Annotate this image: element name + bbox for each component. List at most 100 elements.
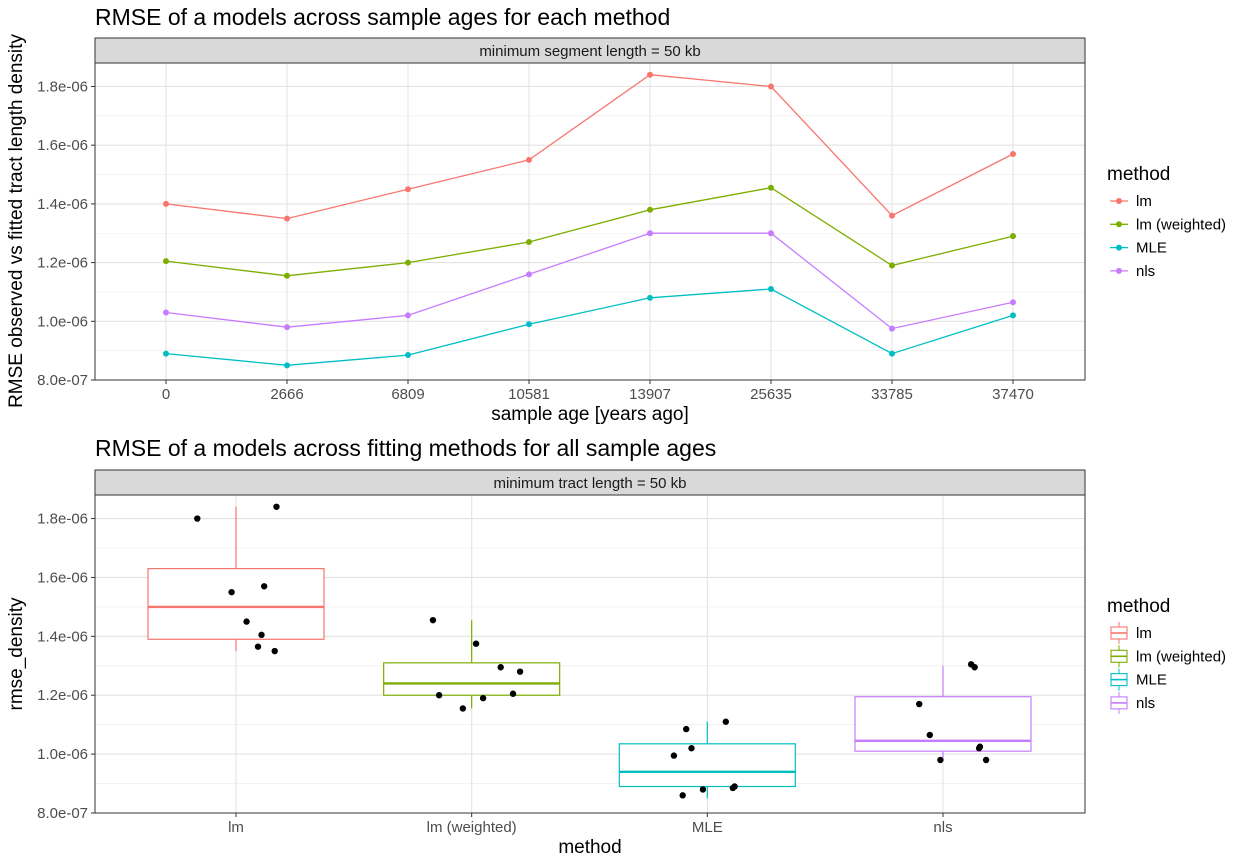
y-tick-label: 8.0e-07 bbox=[37, 805, 88, 822]
box-body bbox=[618, 743, 796, 788]
box-chart-boxes bbox=[147, 506, 1032, 799]
jitter-point bbox=[273, 503, 280, 510]
box-chart-legend-title: method bbox=[1107, 596, 1170, 617]
box-body bbox=[383, 662, 561, 696]
series-point bbox=[768, 230, 774, 237]
y-tick-label: 1.8e-06 bbox=[37, 78, 88, 95]
jitter-point bbox=[254, 643, 262, 650]
box-chart-panel-border bbox=[94, 494, 1086, 814]
series-point bbox=[1010, 312, 1016, 319]
jitter-point bbox=[194, 515, 201, 522]
y-tick-label: 1.2e-06 bbox=[37, 255, 88, 272]
legend-label: nls bbox=[1136, 263, 1155, 280]
series-point bbox=[405, 352, 411, 359]
line-chart-facet-strip bbox=[94, 37, 1086, 64]
box-chart-y-ticks: 8.0e-07 1.0e-06 1.2e-06 1.4e-06 1.6e-06 1.8e-… bbox=[37, 511, 95, 822]
line-chart-title: RMSE of a models across sample ages for … bbox=[95, 4, 670, 30]
box-chart-plot-area bbox=[95, 495, 1085, 813]
line-chart-plot-area bbox=[95, 63, 1085, 380]
line-chart-x-ticks: 0 2666 6809 10581 13907 25635 33785 37470 bbox=[162, 380, 1034, 403]
jitter-point bbox=[479, 694, 487, 702]
jitter-point bbox=[699, 786, 707, 793]
legend-label: lm bbox=[1136, 625, 1152, 642]
jitter-point bbox=[228, 588, 235, 596]
box-chart-panel: RMSE of a models across fitting methods … bbox=[6, 435, 1226, 858]
legend-key-point bbox=[1116, 244, 1122, 251]
jitter-point bbox=[271, 647, 278, 655]
box-chart-points bbox=[194, 503, 990, 799]
x-tick-label: 10581 bbox=[508, 386, 550, 403]
series-point bbox=[526, 239, 532, 246]
series-point bbox=[284, 324, 290, 331]
series-point bbox=[1010, 150, 1016, 157]
box-chart-title: RMSE of a models across fitting methods … bbox=[95, 435, 716, 461]
jitter-point bbox=[916, 700, 923, 708]
series-point bbox=[647, 71, 653, 78]
series-point bbox=[405, 259, 411, 266]
legend-key-point bbox=[1116, 198, 1122, 204]
x-tick-label: 6809 bbox=[391, 386, 424, 403]
x-tick-label: 2666 bbox=[270, 386, 303, 403]
jitter-point bbox=[516, 668, 524, 675]
series-point bbox=[768, 184, 774, 191]
line-chart-panel: RMSE of a models across sample ages for … bbox=[6, 4, 1226, 425]
line-chart-y-axis-title: RMSE observed vs fitted tract length den… bbox=[6, 34, 27, 408]
jitter-point bbox=[683, 725, 690, 733]
jitter-point bbox=[971, 664, 978, 671]
x-tick-label: 25635 bbox=[750, 386, 792, 403]
y-tick-label: 1.6e-06 bbox=[37, 137, 88, 154]
jitter-point bbox=[497, 664, 504, 671]
series-point bbox=[163, 309, 169, 316]
box-chart-x-ticks: lm lm (weighted) MLE nls bbox=[228, 813, 953, 836]
line-chart-legend-title: method bbox=[1107, 164, 1170, 185]
box-body bbox=[147, 568, 325, 640]
series-point bbox=[889, 262, 895, 269]
series-point bbox=[526, 321, 532, 328]
series-point bbox=[405, 312, 411, 319]
series-point bbox=[526, 156, 532, 163]
series-point bbox=[284, 362, 290, 369]
jitter-point bbox=[670, 752, 678, 759]
jitter-point bbox=[243, 618, 250, 625]
jitter-point bbox=[260, 583, 268, 590]
series-point bbox=[889, 212, 895, 219]
jitter-point bbox=[982, 756, 990, 764]
series-line-mle bbox=[165, 288, 1014, 366]
series-point bbox=[647, 206, 653, 213]
x-tick-label: 33785 bbox=[871, 386, 913, 403]
jitter-point bbox=[435, 692, 443, 699]
jitter-point bbox=[926, 731, 933, 739]
series-point bbox=[1010, 233, 1016, 240]
x-tick-label: nls bbox=[933, 819, 952, 836]
series-point bbox=[889, 325, 895, 332]
jitter-point bbox=[722, 718, 730, 725]
x-tick-label: MLE bbox=[692, 819, 723, 836]
jitter-point bbox=[429, 616, 437, 624]
box-chart-facet-strip bbox=[94, 469, 1086, 496]
series-point bbox=[163, 200, 169, 207]
x-tick-label: 13907 bbox=[629, 386, 671, 403]
series-point bbox=[163, 258, 169, 265]
box-chart-y-axis-title: rmse_density bbox=[6, 597, 27, 710]
jitter-point bbox=[472, 640, 480, 647]
box-chart-facet-label: minimum tract length = 50 kb bbox=[493, 475, 686, 492]
series-point bbox=[284, 272, 290, 279]
legend-label: lm (weighted) bbox=[1136, 648, 1226, 665]
y-tick-label: 1.2e-06 bbox=[37, 687, 88, 704]
legend-label: MLE bbox=[1136, 672, 1167, 689]
line-chart-series bbox=[163, 71, 1016, 369]
y-tick-label: 1.6e-06 bbox=[37, 569, 88, 586]
y-tick-label: 1.0e-06 bbox=[37, 313, 88, 330]
series-line-lm bbox=[165, 74, 1014, 220]
box-chart-legend: method lm lm (weighted) MLE nls bbox=[1107, 596, 1226, 714]
y-tick-label: 8.0e-07 bbox=[37, 372, 88, 389]
line-chart-panel-border bbox=[94, 62, 1086, 381]
series-point bbox=[526, 271, 532, 278]
jitter-point bbox=[731, 783, 738, 790]
line-chart-facet-label: minimum segment length = 50 kb bbox=[479, 43, 700, 60]
series-point bbox=[889, 350, 895, 357]
x-tick-label: lm (weighted) bbox=[427, 819, 517, 836]
series-line-lm-weighted- bbox=[165, 187, 1014, 277]
jitter-point bbox=[258, 631, 265, 639]
jitter-point bbox=[937, 756, 944, 764]
